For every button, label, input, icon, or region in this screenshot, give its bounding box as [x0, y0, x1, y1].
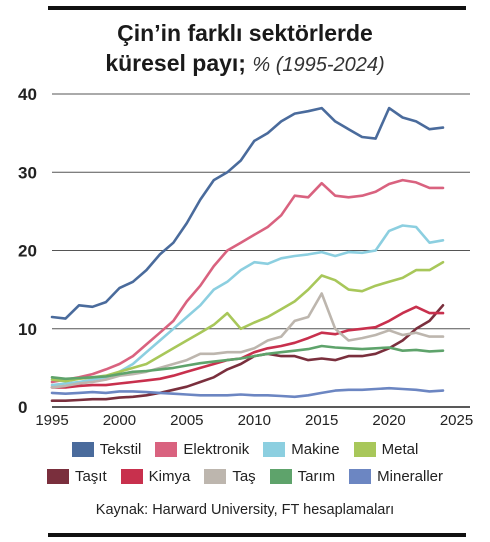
- title-line-2-text: küresel payı;: [105, 50, 246, 76]
- y-tick-label: 10: [18, 320, 37, 339]
- legend-swatch: [269, 469, 292, 484]
- y-tick-label: 40: [18, 85, 37, 104]
- series-line-tekstil: [50, 106, 445, 320]
- legend-item: Mineraller: [349, 468, 443, 485]
- series-line-taşıt: [50, 304, 445, 402]
- legend-label: Metal: [381, 441, 419, 458]
- legend-item: Tarım: [269, 468, 336, 485]
- legend-label: Mineraller: [377, 468, 444, 485]
- legend-item: Taş: [204, 468, 256, 485]
- legend-swatch: [204, 469, 227, 484]
- series-line-tarım: [50, 344, 445, 381]
- legend-label: Taşıt: [74, 468, 107, 485]
- legend-row-1: Tekstil Elektronik Makine Metal: [0, 441, 490, 458]
- legend-swatch: [46, 469, 69, 484]
- y-tick-label: 20: [18, 242, 37, 261]
- top-rule: [48, 6, 466, 10]
- source-note: Kaynak: Harward University, FT hesaplama…: [95, 502, 395, 518]
- x-tick-label: 2010: [238, 412, 271, 429]
- legend-item: Taşıt: [46, 468, 107, 485]
- chart-title: Çin’in farklı sektörlerde küresel payı; …: [0, 18, 490, 80]
- legend-item: Tekstil: [71, 441, 142, 458]
- title-line-1: Çin’in farklı sektörlerde: [117, 20, 373, 46]
- legend-swatch: [120, 469, 143, 484]
- legend-item: Makine: [263, 441, 340, 458]
- y-tick-label: 30: [18, 163, 37, 182]
- legend-label: Elektronik: [183, 441, 250, 458]
- legend-row-2: Taşıt Kimya Taş Tarım Mineraller: [0, 468, 490, 485]
- x-tick-label: 2025: [440, 412, 473, 429]
- series-line-kimya: [50, 305, 445, 389]
- series-line-elektronik: [50, 178, 445, 384]
- series-line-metal: [50, 260, 445, 383]
- legend-swatch: [155, 442, 178, 457]
- legend-swatch: [353, 442, 376, 457]
- legend-item: Kimya: [120, 468, 191, 485]
- chart-subtitle: % (1995-2024): [252, 54, 385, 76]
- x-tick-label: 1995: [35, 412, 68, 429]
- legend-swatch: [71, 442, 94, 457]
- x-tick-label: 2000: [103, 412, 136, 429]
- legend-label: Kimya: [148, 468, 191, 485]
- series-line-taş: [50, 292, 445, 389]
- legend-swatch: [349, 469, 372, 484]
- series-line-mineraller: [50, 386, 445, 399]
- y-tick-label: 0: [18, 398, 27, 417]
- legend-label: Taş: [232, 468, 256, 485]
- legend-swatch: [263, 442, 286, 457]
- x-tick-label: 2020: [372, 412, 405, 429]
- title-line-2: küresel payı; % (1995-2024): [0, 48, 490, 80]
- legend-label: Tekstil: [99, 441, 142, 458]
- legend-item: Metal: [353, 441, 419, 458]
- legend-item: Elektronik: [155, 441, 249, 458]
- legend-label: Makine: [291, 441, 340, 458]
- legend-label: Tarım: [297, 468, 336, 485]
- bottom-rule: [48, 533, 466, 537]
- x-tick-label: 2015: [305, 412, 338, 429]
- x-tick-label: 2005: [170, 412, 203, 429]
